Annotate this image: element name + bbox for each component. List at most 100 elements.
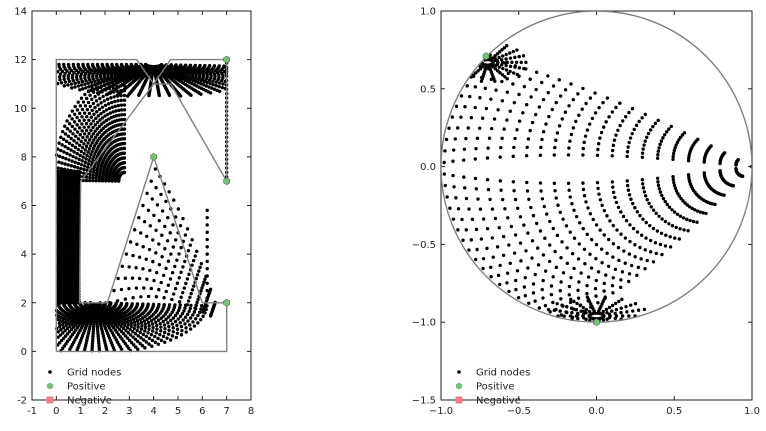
grid-node xyxy=(498,50,502,54)
grid-node xyxy=(611,190,616,195)
grid-node xyxy=(481,256,486,261)
grid-node xyxy=(635,273,639,277)
grid-node xyxy=(565,305,569,309)
grid-node xyxy=(687,205,692,209)
x-tick-label: 8 xyxy=(248,406,254,417)
grid-node xyxy=(561,217,565,221)
grid-node xyxy=(73,160,77,164)
grid-node xyxy=(533,112,538,117)
grid-node xyxy=(183,233,188,237)
grid-node xyxy=(469,115,474,120)
grid-node xyxy=(611,276,615,280)
grid-node xyxy=(521,54,526,58)
grid-node xyxy=(174,63,178,67)
grid-node xyxy=(599,247,604,251)
grid-node xyxy=(649,250,653,254)
grid-node xyxy=(94,110,99,114)
grid-node xyxy=(628,223,632,227)
grid-node xyxy=(122,108,127,112)
grid-node xyxy=(92,112,96,117)
grid-node xyxy=(88,93,92,97)
grid-node xyxy=(500,136,504,141)
grid-node xyxy=(607,115,611,119)
grid-node xyxy=(63,162,67,166)
grid-node xyxy=(186,299,191,303)
grid-node xyxy=(512,189,516,193)
grid-node xyxy=(123,323,127,328)
grid-node xyxy=(154,320,158,324)
grid-node xyxy=(165,239,170,243)
grid-node xyxy=(109,318,114,323)
grid-node xyxy=(120,264,124,268)
grid-node xyxy=(99,101,103,105)
grid-node xyxy=(156,342,161,347)
grid-node xyxy=(208,81,212,86)
grid-node xyxy=(71,154,75,159)
grid-node xyxy=(147,324,151,328)
grid-node xyxy=(683,201,687,205)
grid-node xyxy=(473,257,478,262)
grid-node xyxy=(464,228,468,232)
grid-node xyxy=(169,63,173,67)
grid-node xyxy=(582,247,587,251)
grid-node xyxy=(184,281,188,286)
grid-node xyxy=(76,84,81,88)
grid-node xyxy=(171,223,175,227)
grid-node xyxy=(167,93,172,97)
grid-node xyxy=(90,149,94,154)
grid-node xyxy=(79,77,83,81)
grid-node xyxy=(86,81,91,85)
grid-node xyxy=(75,318,79,322)
grid-node xyxy=(571,97,575,102)
grid-node xyxy=(673,146,677,150)
grid-node xyxy=(133,323,137,327)
grid-node xyxy=(641,217,645,221)
grid-node xyxy=(80,79,85,84)
grid-node xyxy=(527,301,531,305)
grid-node xyxy=(67,79,72,83)
grid-node xyxy=(119,301,124,306)
grid-node xyxy=(91,332,95,336)
legend-label: Negative xyxy=(67,396,112,407)
grid-node xyxy=(475,247,479,252)
grid-node xyxy=(631,226,636,231)
grid-node xyxy=(522,285,527,289)
grid-node xyxy=(76,147,81,152)
grid-node xyxy=(81,87,85,91)
grid-node xyxy=(107,117,111,121)
grid-node xyxy=(601,309,606,314)
grid-node xyxy=(462,175,466,179)
grid-node xyxy=(107,179,111,183)
grid-node xyxy=(498,155,502,159)
grid-node xyxy=(88,155,92,160)
grid-node xyxy=(108,301,112,305)
grid-node xyxy=(511,71,516,75)
grid-node xyxy=(131,343,136,347)
grid-node xyxy=(493,54,497,58)
grid-node xyxy=(657,214,661,219)
grid-node xyxy=(526,137,531,141)
grid-node xyxy=(557,78,561,82)
grid-node xyxy=(656,183,661,188)
grid-node xyxy=(77,196,81,200)
grid-node xyxy=(113,104,118,108)
grid-node xyxy=(610,148,615,153)
grid-node xyxy=(216,77,220,82)
grid-node xyxy=(179,63,183,67)
grid-node xyxy=(130,276,135,280)
grid-node xyxy=(132,326,136,331)
grid-node xyxy=(59,81,64,85)
grid-node xyxy=(83,160,87,165)
grid-node xyxy=(86,100,91,105)
grid-node xyxy=(72,317,76,321)
grid-node xyxy=(102,99,107,103)
grid-node xyxy=(601,315,606,319)
grid-node xyxy=(177,276,181,280)
grid-node xyxy=(63,80,68,84)
grid-node xyxy=(508,64,513,69)
grid-node xyxy=(660,217,664,221)
grid-node xyxy=(63,334,68,338)
grid-node xyxy=(491,61,495,65)
grid-node xyxy=(122,93,127,98)
grid-node xyxy=(90,341,95,346)
